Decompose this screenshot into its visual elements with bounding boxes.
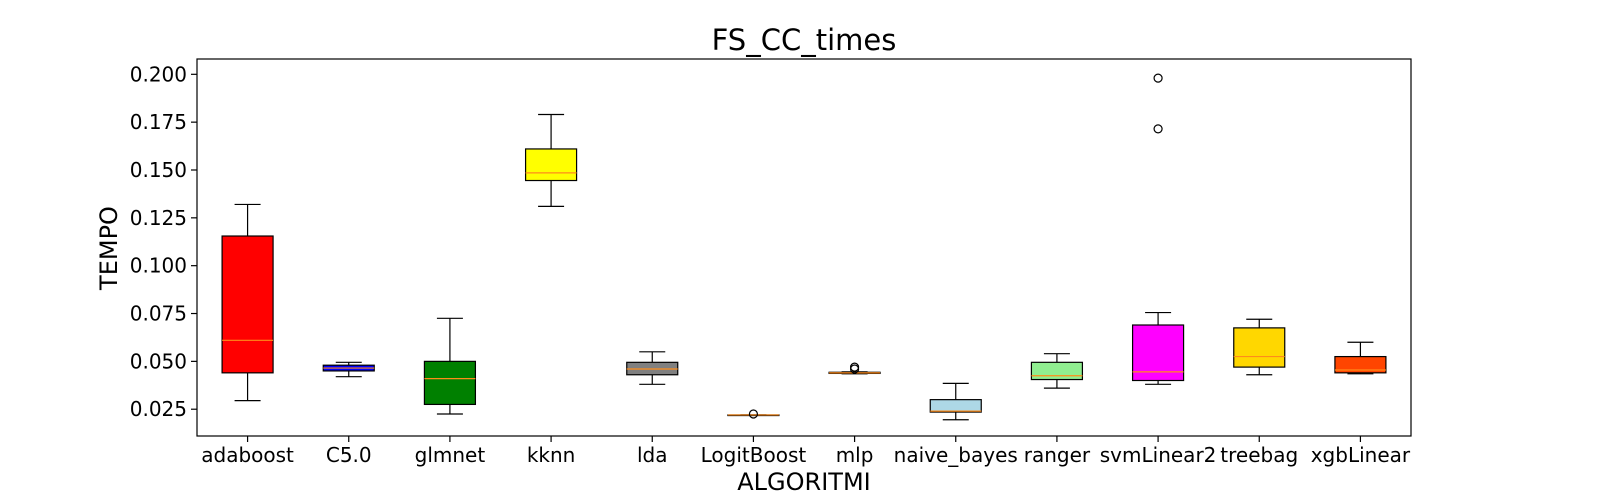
y-tick-label: 0.100 xyxy=(130,254,187,278)
y-tick-label: 0.050 xyxy=(130,349,187,373)
x-tick-label: C5.0 xyxy=(326,443,372,467)
box-naive_bayes xyxy=(929,399,982,413)
plot-frame xyxy=(196,58,1412,437)
box-svmLinear2 xyxy=(1131,324,1185,382)
x-tick-label: treebag xyxy=(1220,443,1298,467)
outlier-point xyxy=(748,409,759,419)
box-adaboost xyxy=(221,235,274,374)
y-tick-label: 0.200 xyxy=(130,62,187,86)
x-tick-label: mlp xyxy=(836,443,874,467)
box-treebag xyxy=(1233,327,1286,368)
y-tick-label: 0.025 xyxy=(130,397,187,421)
box-kknn xyxy=(524,148,578,182)
y-tick-label: 0.150 xyxy=(130,158,187,182)
y-tick-label: 0.075 xyxy=(130,302,187,326)
x-tick-label: kknn xyxy=(527,443,576,467)
x-tick-label: adaboost xyxy=(201,443,294,467)
x-tick-label: svmLinear2 xyxy=(1100,443,1217,467)
outlier-point xyxy=(1153,73,1163,83)
chart-title: FS_CC_times xyxy=(712,23,897,57)
outlier-point xyxy=(1153,124,1163,134)
x-tick-label: LogitBoost xyxy=(701,443,807,467)
x-tick-label: xgbLinear xyxy=(1311,443,1411,467)
outlier-point xyxy=(849,362,860,372)
y-axis-title: TEMPO xyxy=(95,206,123,291)
x-tick-label: glmnet xyxy=(415,443,486,467)
x-tick-label: ranger xyxy=(1024,443,1091,467)
box-ranger xyxy=(1030,361,1084,381)
box-xgbLinear xyxy=(1334,355,1387,374)
plot-area: 0.025 0.050 0.075 0.100 0.125 0.150 0.175 0.200… xyxy=(130,58,1412,467)
y-tick-label: 0.175 xyxy=(130,110,187,134)
y-tick-label: 0.125 xyxy=(130,206,187,230)
box-glmnet xyxy=(423,360,477,406)
x-tick-label: lda xyxy=(637,443,668,467)
x-axis-title: ALGORITMI xyxy=(737,468,870,496)
x-tick-label: naive_bayes xyxy=(894,443,1018,467)
